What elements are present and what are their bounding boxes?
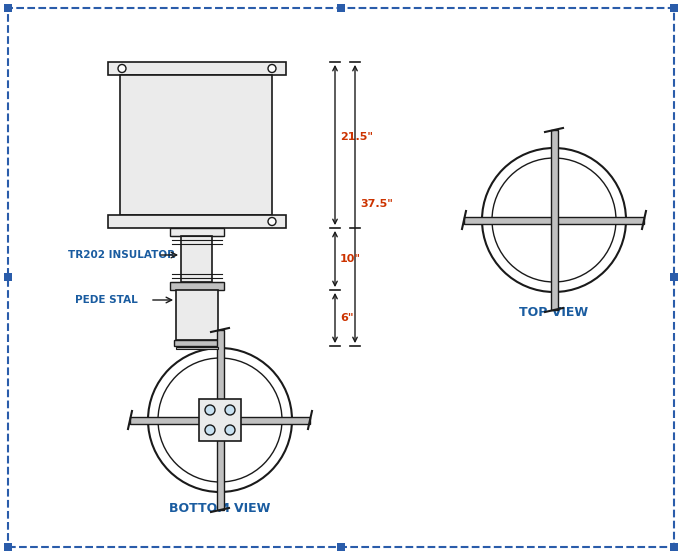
- Bar: [176, 290, 218, 340]
- Circle shape: [268, 218, 276, 225]
- Bar: [4, 273, 12, 281]
- Bar: [670, 543, 678, 551]
- Bar: [170, 282, 224, 290]
- Bar: [550, 130, 557, 310]
- Bar: [670, 4, 678, 12]
- Text: TR202 INSULATOR: TR202 INSULATOR: [68, 250, 175, 260]
- Circle shape: [118, 64, 126, 73]
- Bar: [170, 228, 224, 236]
- Text: 10": 10": [340, 254, 361, 264]
- Circle shape: [225, 425, 235, 435]
- Bar: [108, 215, 286, 228]
- Bar: [181, 236, 212, 282]
- Circle shape: [225, 405, 235, 415]
- Circle shape: [205, 405, 215, 415]
- Bar: [337, 543, 345, 551]
- Bar: [130, 416, 310, 423]
- Text: PEDE STAL: PEDE STAL: [75, 295, 138, 305]
- Bar: [199, 399, 241, 441]
- Bar: [4, 4, 12, 12]
- Bar: [108, 62, 286, 75]
- Bar: [176, 347, 218, 349]
- Text: 37.5": 37.5": [360, 199, 393, 209]
- Bar: [174, 340, 220, 346]
- Text: BOTTOM VIEW: BOTTOM VIEW: [169, 502, 271, 514]
- Text: TOP VIEW: TOP VIEW: [520, 306, 589, 320]
- Circle shape: [205, 425, 215, 435]
- Bar: [216, 330, 224, 510]
- Bar: [120, 75, 272, 215]
- Circle shape: [268, 64, 276, 73]
- Text: 6": 6": [340, 313, 353, 323]
- Bar: [670, 273, 678, 281]
- Text: 21.5": 21.5": [340, 132, 373, 142]
- Bar: [337, 4, 345, 12]
- Bar: [464, 216, 644, 224]
- Bar: [4, 543, 12, 551]
